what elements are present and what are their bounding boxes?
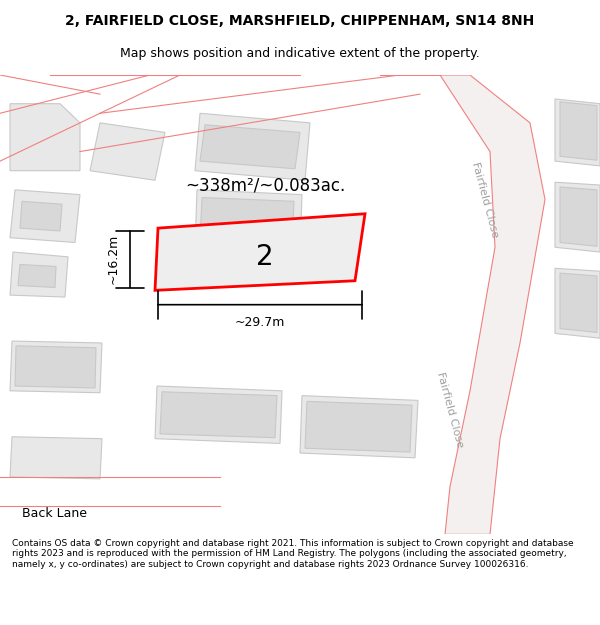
Polygon shape: [560, 273, 597, 332]
Polygon shape: [195, 190, 302, 252]
Polygon shape: [560, 102, 597, 160]
Polygon shape: [560, 187, 597, 246]
Polygon shape: [195, 113, 310, 180]
Polygon shape: [305, 401, 412, 452]
Polygon shape: [10, 190, 80, 242]
Polygon shape: [380, 75, 545, 534]
Polygon shape: [10, 104, 80, 171]
Text: 2: 2: [256, 243, 274, 271]
Text: ~16.2m: ~16.2m: [107, 234, 120, 284]
Text: Fairfield Close: Fairfield Close: [470, 161, 500, 238]
Polygon shape: [90, 123, 165, 180]
Polygon shape: [555, 99, 600, 166]
Text: Fairfield Close: Fairfield Close: [435, 371, 465, 449]
Polygon shape: [15, 346, 96, 388]
Polygon shape: [200, 125, 300, 169]
Polygon shape: [155, 214, 365, 291]
Text: ~338m²/~0.083ac.: ~338m²/~0.083ac.: [185, 177, 345, 194]
Polygon shape: [160, 392, 277, 438]
Polygon shape: [155, 386, 282, 444]
Text: Contains OS data © Crown copyright and database right 2021. This information is : Contains OS data © Crown copyright and d…: [12, 539, 574, 569]
Polygon shape: [10, 341, 102, 392]
Polygon shape: [10, 437, 102, 479]
Polygon shape: [18, 264, 56, 288]
Polygon shape: [10, 252, 68, 297]
Polygon shape: [555, 182, 600, 252]
Polygon shape: [20, 201, 62, 231]
Polygon shape: [300, 396, 418, 458]
Text: 2, FAIRFIELD CLOSE, MARSHFIELD, CHIPPENHAM, SN14 8NH: 2, FAIRFIELD CLOSE, MARSHFIELD, CHIPPENH…: [65, 14, 535, 28]
Text: ~29.7m: ~29.7m: [235, 316, 285, 329]
Text: Back Lane: Back Lane: [23, 507, 88, 520]
Polygon shape: [200, 198, 294, 243]
Polygon shape: [555, 268, 600, 338]
Text: Map shows position and indicative extent of the property.: Map shows position and indicative extent…: [120, 48, 480, 61]
